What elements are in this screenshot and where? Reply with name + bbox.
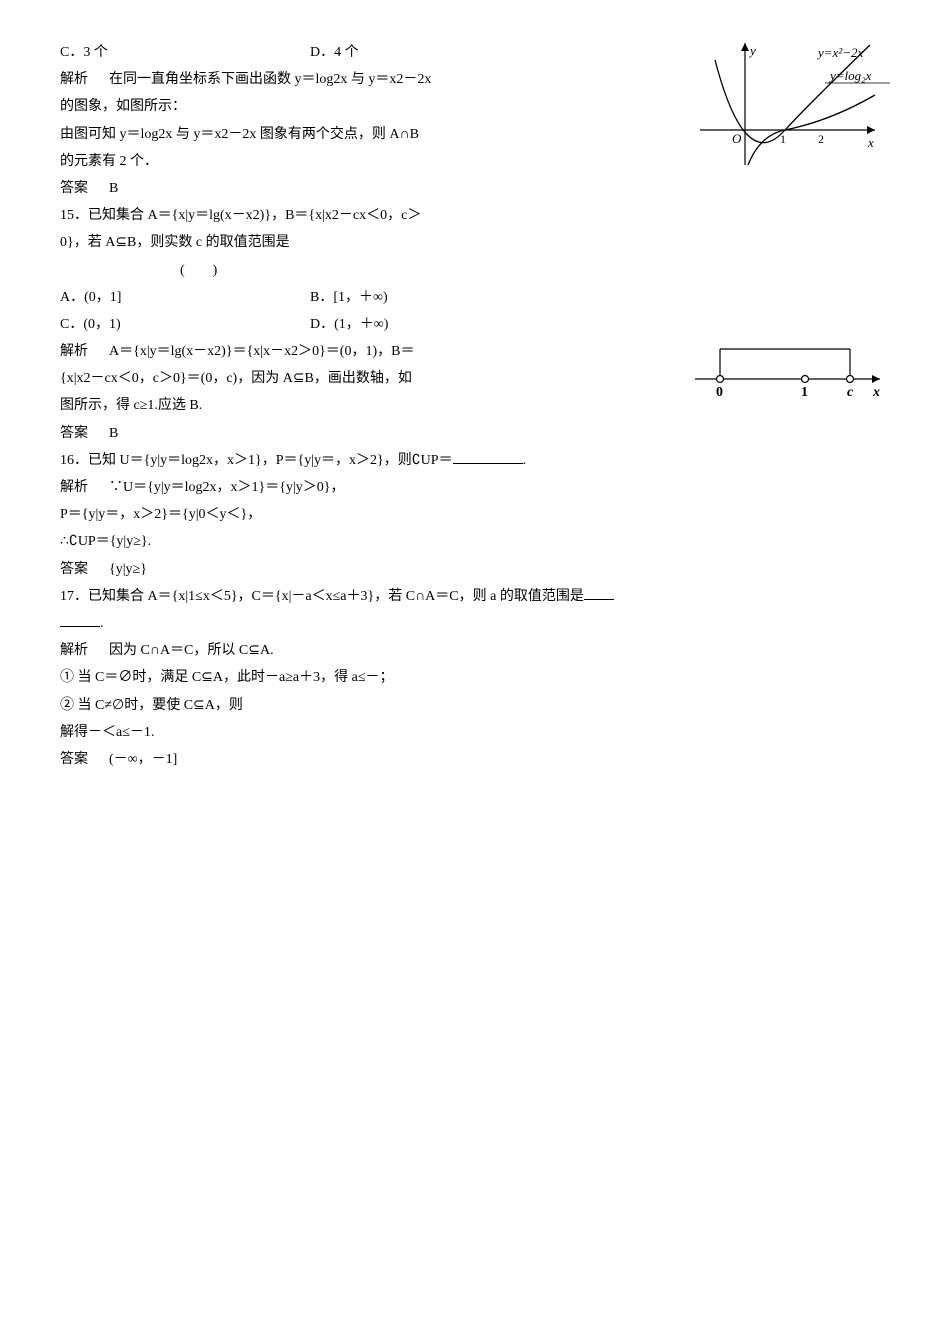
tick-1b: 1 <box>801 385 808 400</box>
analysis-label: 解析 <box>60 72 88 87</box>
q14-analysis-text1: 在同一直角坐标系下画出函数 y＝log2x 与 y＝x2－2x <box>109 72 431 87</box>
tick-1: 1 <box>780 132 786 146</box>
q14-option-c: C．3 个 <box>60 40 310 65</box>
x-axis-label: x <box>867 135 874 150</box>
analysis-label: 解析 <box>60 344 88 359</box>
y-axis-label: y <box>748 43 756 58</box>
q16-analysis-text1: ∵U＝{y|y＝log2x，x＞1}＝{y|y＞0}， <box>109 480 344 495</box>
q14-answer: B <box>109 181 118 196</box>
q14-option-d: D．4 个 <box>310 40 359 65</box>
tick-2: 2 <box>818 132 824 146</box>
q16-analysis-row1: 解析 ∵U＝{y|y＝log2x，x＞1}＝{y|y＞0}， <box>60 475 890 500</box>
q16-stem-text: 16．已知 U＝{y|y＝log2x，x＞1}，P＝{y|y＝，x＞2}，则∁U… <box>60 453 453 468</box>
q15-figure: 0 1 c x <box>690 334 890 404</box>
q14-answer-row: 答案 B <box>60 176 890 201</box>
answer-label: 答案 <box>60 562 88 577</box>
q16-answer: {y|y≥} <box>109 562 147 577</box>
q17-stem-text: 17．已知集合 A＝{x|1≤x＜5}，C＝{x|－a＜x≤a＋3}，若 C∩A… <box>60 589 584 604</box>
q16-blank <box>453 450 523 464</box>
log-label: y=log₂x <box>828 68 872 83</box>
q17-answer: (－∞，－1] <box>109 752 177 767</box>
q15-option-b: B．[1，＋∞) <box>310 285 388 310</box>
q17-stem-cont: . <box>60 611 890 636</box>
answer-label: 答案 <box>60 181 88 196</box>
q17-blank2 <box>60 613 100 627</box>
q17-blank1 <box>584 586 614 600</box>
q17-analysis-row4: 解得－＜a≤－1. <box>60 720 890 745</box>
q15-answer-row: 答案 B <box>60 421 890 446</box>
q16-analysis-row3: ∴∁UP＝{y|y≥}. <box>60 529 890 554</box>
q15-option-a: A．(0，1] <box>60 285 310 310</box>
q17-analysis-row2: ① 当 C＝∅时，满足 C⊆A，此时－a≥a＋3，得 a≤－； <box>60 665 890 690</box>
tick-0: 0 <box>716 385 723 400</box>
q15-stem-row2: 0}，若 A⊆B，则实数 c 的取值范围是 <box>60 230 890 255</box>
x-label-b: x <box>872 385 880 400</box>
q16-analysis-row2: P＝{y|y＝，x＞2}＝{y|0＜y＜}， <box>60 502 890 527</box>
q15-stem-row1: 15．已知集合 A＝{x|y＝lg(x－x2)}，B＝{x|x2－cx＜0，c＞ <box>60 203 890 228</box>
q15-analysis-text1: A＝{x|y＝lg(x－x2)}＝{x|x－x2＞0}＝(0，1)，B＝ <box>109 344 414 359</box>
q15-option-d: D．(1，＋∞) <box>310 312 388 337</box>
analysis-label: 解析 <box>60 643 88 658</box>
q17-analysis-text1: 因为 C∩A＝C，所以 C⊆A. <box>109 643 274 658</box>
q17-stem: 17．已知集合 A＝{x|1≤x＜5}，C＝{x|－a＜x≤a＋3}，若 C∩A… <box>60 584 890 609</box>
q15-paren: ( ) <box>60 258 890 283</box>
origin-label: O <box>732 131 742 146</box>
parabola-label: y=x²−2x <box>816 45 863 60</box>
q17-analysis-row3: ② 当 C≠∅时，要使 C⊆A，则 <box>60 693 890 718</box>
q17-suffix: . <box>100 616 104 631</box>
q16-stem: 16．已知 U＝{y|y＝log2x，x＞1}，P＝{y|y＝，x＞2}，则∁U… <box>60 448 890 473</box>
analysis-label: 解析 <box>60 480 88 495</box>
q15-option-c: C．(0，1) <box>60 312 310 337</box>
q16-suffix: . <box>523 453 527 468</box>
q17-analysis-row1: 解析 因为 C∩A＝C，所以 C⊆A. <box>60 638 890 663</box>
q15-answer: B <box>109 426 118 441</box>
answer-label: 答案 <box>60 752 88 767</box>
answer-label: 答案 <box>60 426 88 441</box>
q15-options-ab: A．(0，1] B．[1，＋∞) <box>60 285 890 310</box>
tick-c: c <box>847 385 854 400</box>
q14-figure: O 1 2 y x y=x²−2x y=log₂x <box>690 35 890 170</box>
q16-answer-row: 答案 {y|y≥} <box>60 557 890 582</box>
q17-answer-row: 答案 (－∞，－1] <box>60 747 890 772</box>
q14-options-cd: C．3 个 D．4 个 <box>60 40 680 65</box>
